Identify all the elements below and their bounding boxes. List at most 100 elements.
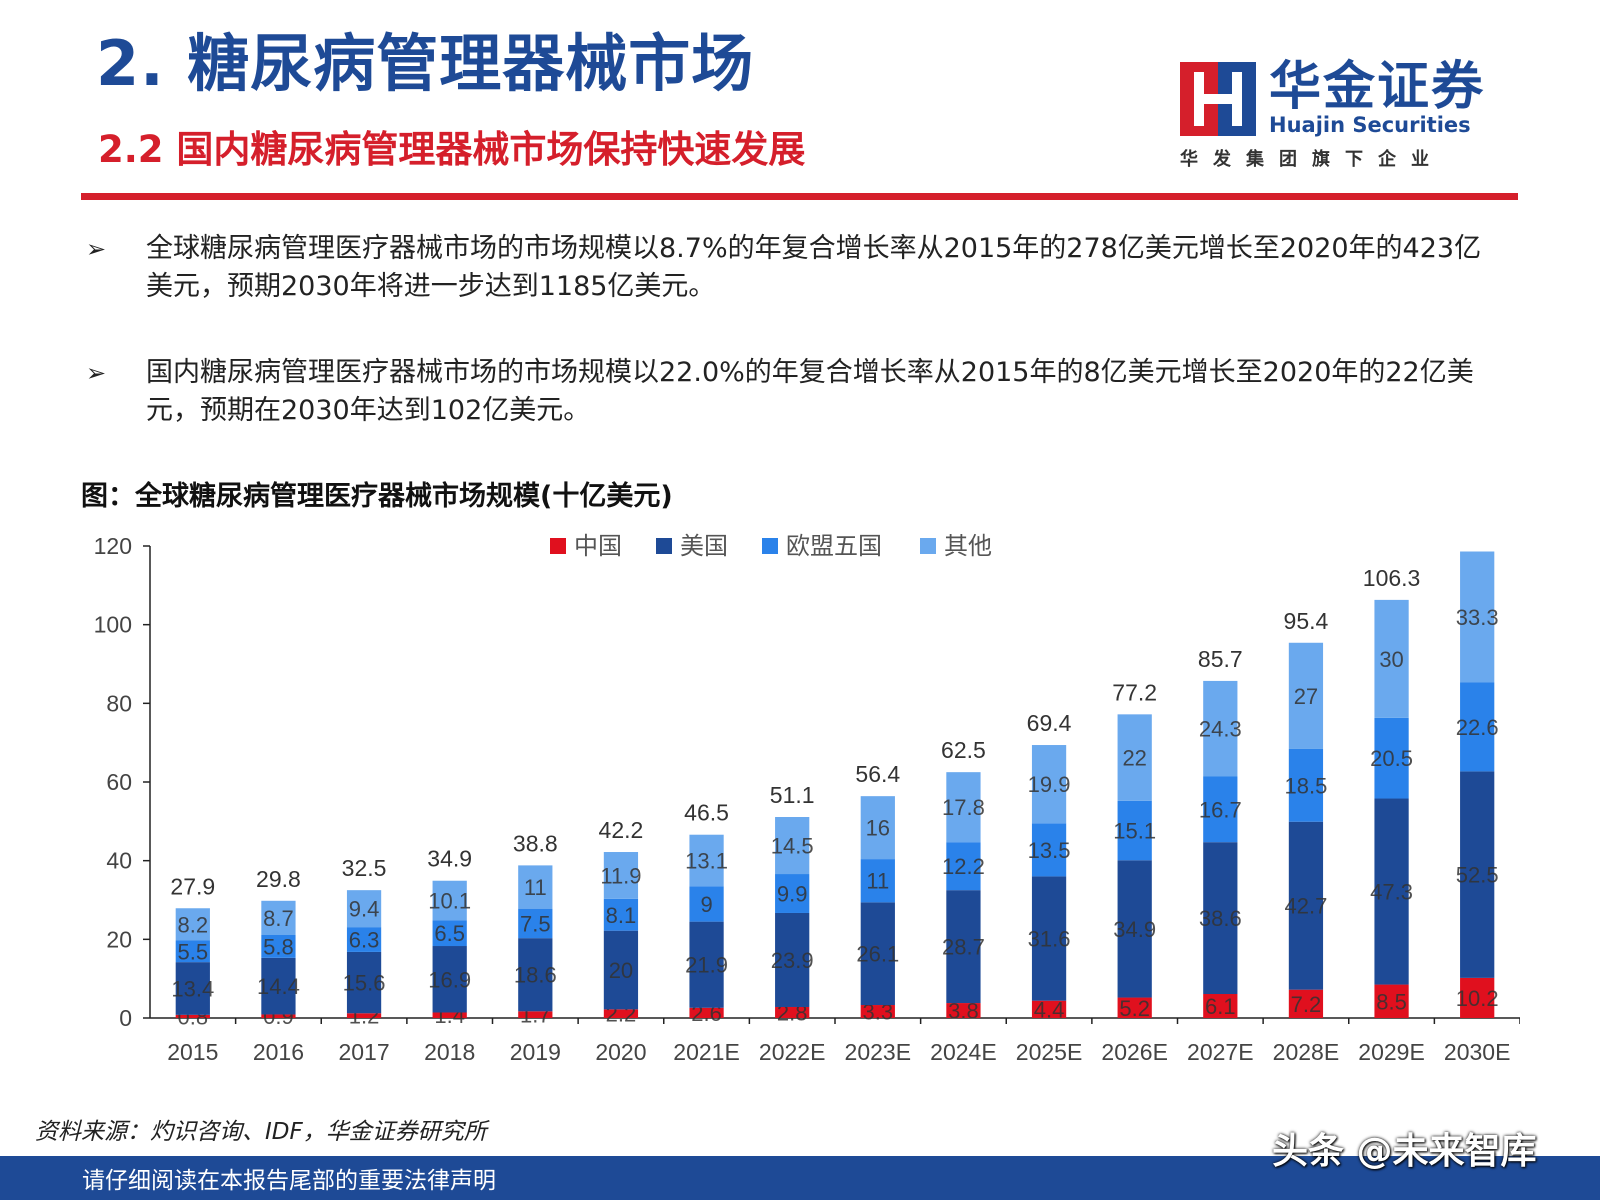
total-label: 42.2 — [599, 817, 644, 843]
x-tick-label: 2024E — [930, 1039, 997, 1065]
arrow-bullet-icon: ➢ — [86, 235, 107, 263]
data-label: 12.2 — [942, 854, 985, 879]
huajin-logo-icon — [1180, 62, 1256, 136]
logo-tagline: 华发集团旗下企业 — [1180, 149, 1444, 170]
total-label: 38.8 — [513, 830, 558, 856]
bar-segment — [175, 1014, 210, 1018]
data-label: 13.4 — [171, 977, 214, 1002]
bullet-text: 国内糖尿病管理医疗器械市场的市场规模以22.0%的年复合增长率从2015年的8亿… — [146, 357, 1474, 426]
total-label: 62.5 — [941, 737, 986, 763]
bar-segment — [946, 890, 981, 1004]
bar-segment — [175, 940, 210, 963]
bar-segment — [689, 1007, 724, 1018]
x-tick-label: 2030E — [1444, 1039, 1511, 1065]
bar-segment — [860, 859, 895, 903]
bar-segment — [1031, 1000, 1067, 1018]
section-title: 2. 糖尿病管理器械市场 — [96, 27, 755, 100]
data-label: 9 — [700, 892, 712, 917]
x-tick-label: 2018 — [424, 1039, 475, 1065]
bar-segment — [1203, 994, 1238, 1018]
bar-segment — [261, 957, 296, 1015]
bar-segment — [432, 920, 467, 947]
source-note: 资料来源：灼识咨询、IDF，华金证券研究所 — [35, 1119, 487, 1145]
x-tick-label: 2021E — [673, 1039, 740, 1065]
bar-segment — [860, 1005, 895, 1018]
bullet-item: ➢ 国内糖尿病管理医疗器械市场的市场规模以22.0%的年复合增长率从2015年的… — [86, 354, 1506, 430]
data-label: 13.1 — [685, 848, 728, 873]
data-label: 52.5 — [1456, 863, 1499, 888]
watermark: 头条 @未来智库 — [1272, 1131, 1537, 1172]
bar-segment — [1031, 745, 1067, 824]
bar-segment — [261, 1014, 296, 1018]
data-label: 22.6 — [1456, 715, 1499, 740]
data-label: 18.6 — [514, 963, 557, 988]
data-label: 11 — [524, 875, 547, 900]
data-label: 8.1 — [606, 903, 637, 928]
data-label: 14.5 — [771, 834, 814, 859]
total-label: 46.5 — [684, 800, 729, 826]
data-label: 38.6 — [1199, 906, 1242, 931]
bar-segment — [432, 880, 467, 921]
data-label: 8.2 — [178, 912, 209, 937]
legend-swatch — [656, 538, 672, 554]
bar-segment — [346, 890, 382, 928]
data-label: 6.3 — [349, 928, 380, 953]
subsection-title: 2.2 国内糖尿病管理器械市场保持快速发展 — [98, 128, 806, 171]
data-label: 31.6 — [1028, 927, 1071, 952]
data-label: 18.5 — [1285, 773, 1328, 798]
bar-segment — [1460, 977, 1495, 1018]
total-label: 95.4 — [1284, 608, 1329, 634]
bar-segment — [1203, 776, 1238, 843]
data-label: 42.7 — [1285, 894, 1328, 919]
bar-segment — [1374, 599, 1409, 718]
legend-label: 中国 — [574, 532, 622, 560]
data-label: 4.4 — [1034, 997, 1065, 1022]
bar-segment — [1460, 771, 1495, 978]
bar-segment — [946, 1003, 981, 1018]
total-label: 32.5 — [342, 855, 387, 881]
x-tick-label: 2028E — [1273, 1039, 1340, 1065]
data-label: 8.7 — [263, 906, 294, 931]
data-label: 10.2 — [1456, 986, 1499, 1011]
total-label: 29.8 — [256, 866, 301, 892]
bar-segment — [518, 865, 553, 909]
bar-segment — [1031, 876, 1067, 1001]
bar-segment — [175, 908, 210, 941]
bar-segment — [603, 898, 639, 931]
bar-segment — [1117, 860, 1152, 998]
bar-segment — [860, 902, 895, 1006]
bar-segment — [775, 817, 810, 875]
bar-segment — [1117, 800, 1152, 861]
bar-segment — [946, 772, 981, 843]
data-label: 5.5 — [178, 939, 209, 964]
bar-segment — [1288, 642, 1324, 749]
data-label: 34.9 — [1113, 917, 1156, 942]
data-label: 10.1 — [428, 889, 471, 914]
data-label: 20.5 — [1370, 746, 1413, 771]
y-tick-label: 20 — [106, 926, 132, 952]
bar-segment — [261, 935, 296, 958]
y-tick-label: 120 — [94, 533, 132, 559]
bar-segment — [860, 796, 895, 860]
y-tick-label: 60 — [106, 769, 132, 795]
x-tick-label: 2023E — [845, 1039, 912, 1065]
footer-disclaimer: 请仔细阅读在本报告尾部的重要法律声明 — [82, 1168, 496, 1194]
company-logo: 华金证券 Huajin Securities 华发集团旗下企业 — [1180, 57, 1500, 178]
x-tick-label: 2026E — [1101, 1039, 1168, 1065]
x-tick-label: 2029E — [1358, 1039, 1425, 1065]
total-label: 34.9 — [427, 846, 472, 872]
data-label: 16.9 — [428, 967, 471, 992]
bar-segment — [689, 886, 724, 922]
legend-swatch — [920, 538, 936, 554]
data-label: 17.8 — [942, 795, 985, 820]
legend-swatch — [762, 538, 778, 554]
x-tick-label: 2022E — [759, 1039, 826, 1065]
bar-segment — [432, 946, 467, 1013]
data-label: 13.5 — [1028, 838, 1071, 863]
bar-segment — [775, 912, 810, 1007]
logo-name-cn: 华金证券 — [1269, 57, 1486, 117]
logo-name-en: Huajin Securities — [1269, 113, 1471, 137]
bar-segment — [346, 951, 382, 1014]
bar-segment — [1288, 748, 1324, 822]
bullet-item: ➢ 全球糖尿病管理医疗器械市场的市场规模以8.7%的年复合增长率从2015年的2… — [86, 230, 1506, 306]
